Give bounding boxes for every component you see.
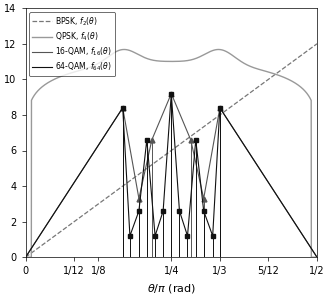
16-QAM, $f_{16}(\theta)$	[189, 138, 193, 142]
QPSK, $f_4(\theta)$	[216, 48, 220, 51]
16-QAM, $f_{16}(\theta)$	[24, 255, 28, 259]
QPSK, $f_4(\theta)$	[306, 93, 310, 97]
64-QAM, $f_{64}(\theta)$	[145, 138, 149, 142]
BPSK, $f_2(\theta)$	[148, 164, 152, 168]
BPSK, $f_2(\theta)$	[162, 154, 166, 158]
QPSK, $f_4(\theta)$	[162, 60, 166, 63]
16-QAM, $f_{16}(\theta)$	[121, 106, 125, 110]
Line: 16-QAM, $f_{16}(\theta)$: 16-QAM, $f_{16}(\theta)$	[26, 94, 317, 257]
16-QAM, $f_{16}(\theta)$	[137, 197, 141, 200]
BPSK, $f_2(\theta)$	[146, 166, 150, 169]
16-QAM, $f_{16}(\theta)$	[315, 255, 319, 259]
64-QAM, $f_{64}(\theta)$	[315, 255, 319, 259]
64-QAM, $f_{64}(\theta)$	[161, 209, 165, 213]
64-QAM, $f_{64}(\theta)$	[218, 106, 222, 110]
QPSK, $f_4(\theta)$	[24, 255, 28, 259]
Line: QPSK, $f_4(\theta)$: QPSK, $f_4(\theta)$	[26, 49, 317, 257]
QPSK, $f_4(\theta)$	[315, 255, 319, 259]
BPSK, $f_2(\theta)$	[235, 100, 239, 104]
QPSK, $f_4(\theta)$	[146, 57, 150, 61]
BPSK, $f_2(\theta)$	[315, 42, 319, 45]
64-QAM, $f_{64}(\theta)$	[194, 138, 198, 142]
16-QAM, $f_{16}(\theta)$	[169, 92, 173, 95]
QPSK, $f_4(\theta)$	[235, 57, 239, 61]
BPSK, $f_2(\theta)$	[306, 48, 310, 52]
64-QAM, $f_{64}(\theta)$	[211, 234, 215, 238]
16-QAM, $f_{16}(\theta)$	[202, 197, 206, 200]
64-QAM, $f_{64}(\theta)$	[186, 234, 190, 238]
Legend: BPSK, $f_2(\theta)$, QPSK, $f_4(\theta)$, 16-QAM, $f_{16}(\theta)$, 64-QAM, $f_{: BPSK, $f_2(\theta)$, QPSK, $f_4(\theta)$…	[29, 12, 115, 76]
X-axis label: $\theta/\pi$ (rad): $\theta/\pi$ (rad)	[147, 282, 196, 295]
64-QAM, $f_{64}(\theta)$	[177, 209, 181, 213]
Line: 64-QAM, $f_{64}(\theta)$: 64-QAM, $f_{64}(\theta)$	[26, 94, 317, 257]
64-QAM, $f_{64}(\theta)$	[121, 106, 125, 110]
64-QAM, $f_{64}(\theta)$	[137, 209, 141, 213]
QPSK, $f_4(\theta)$	[148, 58, 152, 61]
64-QAM, $f_{64}(\theta)$	[202, 209, 206, 213]
64-QAM, $f_{64}(\theta)$	[24, 255, 28, 259]
QPSK, $f_4(\theta)$	[291, 80, 295, 84]
16-QAM, $f_{16}(\theta)$	[150, 138, 154, 142]
BPSK, $f_2(\theta)$	[24, 255, 28, 259]
64-QAM, $f_{64}(\theta)$	[153, 234, 157, 238]
64-QAM, $f_{64}(\theta)$	[128, 234, 132, 238]
16-QAM, $f_{16}(\theta)$	[218, 106, 222, 110]
BPSK, $f_2(\theta)$	[291, 59, 295, 63]
64-QAM, $f_{64}(\theta)$	[169, 92, 173, 95]
Line: BPSK, $f_2(\theta)$: BPSK, $f_2(\theta)$	[26, 44, 317, 257]
